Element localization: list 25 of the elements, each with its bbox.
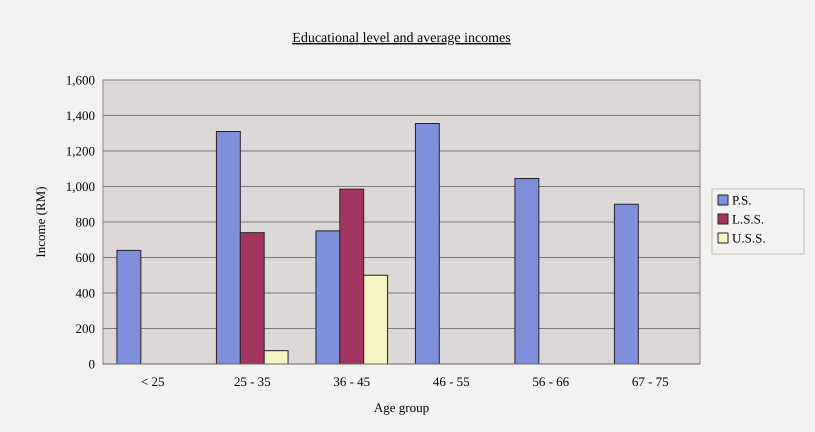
x-tick-label: < 25 [140,374,165,389]
y-tick-label: 1,400 [66,108,95,124]
y-tick-label: 600 [76,250,95,266]
x-tick-label: 25 - 35 [234,374,271,389]
bar [116,250,142,364]
chart-title: Educational level and average incomes [292,31,511,46]
y-tick-label: 800 [76,214,95,230]
x-tick-label: 46 - 55 [432,374,470,389]
y-tick-label: 0 [88,356,95,372]
y-tick-label: 400 [76,286,95,301]
y-tick-label: 1,600 [66,72,95,88]
x-axis-title: Age group [374,400,430,415]
bar [614,204,639,364]
legend-label: P.S. [732,192,752,208]
x-tick-label: 67 - 75 [632,374,669,389]
x-tick-label: 56 - 66 [532,374,570,389]
y-tick-label: 1,000 [66,179,95,194]
bar [414,122,440,364]
y-tick-label: 1,200 [66,144,95,159]
bar [514,178,540,364]
y-axis-title: Income (RM) [33,186,48,258]
legend-label: U.S.S. [732,230,766,246]
legend-label: L.S.S. [732,212,764,227]
y-tick-label: 200 [76,321,95,336]
x-tick-label: 36 - 45 [333,374,370,389]
